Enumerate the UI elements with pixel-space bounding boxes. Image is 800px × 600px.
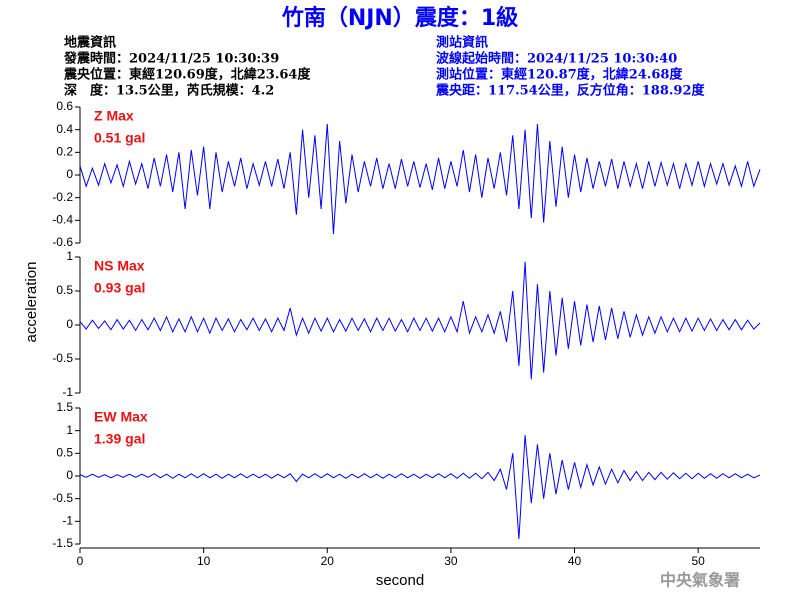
- quake-time: 發震時間：2024/11/25 10:30:39: [63, 51, 279, 67]
- y-axis-label: acceleration: [23, 262, 40, 343]
- x-tick-label: 20: [321, 554, 335, 568]
- x-tick-label: 30: [444, 554, 458, 568]
- y-tick-label: 1.5: [56, 400, 73, 414]
- y-tick-label: -1: [62, 385, 73, 399]
- x-tick-label: 40: [568, 554, 582, 568]
- quake-info-heading: 地震資訊: [64, 35, 116, 51]
- credit: 中央氣象署: [660, 571, 740, 590]
- title: 竹南（NJN）震度：1級: [281, 5, 518, 31]
- y-tick-label: 0: [66, 317, 73, 331]
- station-start: 波線起始時間：2024/11/25 10:30:40: [436, 51, 677, 67]
- y-tick-label: 0.5: [56, 446, 73, 460]
- x-axis-label: second: [376, 572, 424, 589]
- y-tick-label: 0: [66, 468, 73, 482]
- waveform: [79, 261, 761, 380]
- max-label: 0.93 gal: [94, 280, 145, 296]
- station-info-heading: 測站資訊: [436, 35, 488, 51]
- channel-label: Z Max: [94, 108, 134, 124]
- y-tick-label: -0.2: [52, 190, 73, 204]
- y-tick-label: -0.4: [52, 213, 73, 227]
- channel-label: EW Max: [94, 409, 148, 425]
- max-label: 1.39 gal: [94, 431, 145, 447]
- max-label: 0.51 gal: [94, 130, 145, 146]
- x-tick-label: 0: [77, 554, 84, 568]
- y-tick-label: -0.5: [52, 491, 73, 505]
- y-tick-label: 0.6: [56, 99, 73, 113]
- station-distance: 震央距：117.54公里，反方位角：188.92度: [435, 83, 706, 99]
- waveform: [79, 435, 761, 540]
- y-tick-label: -0.6: [52, 235, 73, 249]
- y-tick-label: 0: [66, 167, 73, 181]
- waveform: [79, 123, 761, 234]
- station-location: 測站位置：東經120.87度，北緯24.68度: [436, 67, 683, 83]
- y-tick-label: 0.4: [56, 122, 73, 136]
- quake-epicenter: 震央位置：東經120.69度，北緯23.64度: [63, 67, 311, 83]
- quake-depth: 深 度：13.5公里，芮氏規模：4.2: [64, 83, 274, 99]
- y-tick-label: -1: [62, 514, 73, 528]
- x-tick-label: 50: [692, 554, 706, 568]
- y-tick-label: -0.5: [52, 351, 73, 365]
- y-tick-label: 1: [66, 249, 73, 263]
- channel-label: NS Max: [94, 258, 145, 274]
- y-tick-label: 0.2: [56, 145, 73, 159]
- y-tick-label: 1: [66, 423, 73, 437]
- y-tick-label: -1.5: [52, 536, 73, 550]
- y-tick-label: 0.5: [56, 283, 73, 297]
- x-tick-label: 10: [197, 554, 211, 568]
